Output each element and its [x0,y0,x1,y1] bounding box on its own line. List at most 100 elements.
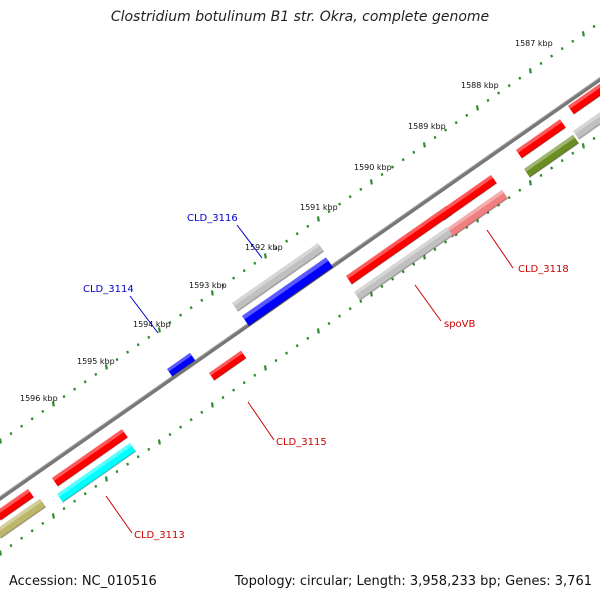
tick-mark [412,262,416,266]
tick-mark [550,54,554,58]
kbp-label: 1592 kbp [245,243,283,252]
gene-bar-red [438,174,498,221]
gene-bar-red [516,119,567,159]
tick-mark [221,283,225,288]
accession-text: Accession: NC_010516 [9,574,157,589]
tick-mark [369,179,373,185]
gene-label: CLD_3116 [187,213,238,224]
tick-mark [348,195,352,199]
tick-mark [20,424,24,428]
tick-mark [539,61,543,65]
tick-mark [348,307,352,311]
tick-mark [126,350,130,354]
tick-mark [200,298,204,302]
tick-mark [73,499,77,503]
gene-bar-cyan [57,443,137,503]
gene-features [0,83,600,539]
kbp-label: 1593 kbp [189,281,227,290]
kbp-label: 1596 kbp [20,394,58,403]
tick-mark [454,121,458,125]
kbp-label: 1591 kbp [300,203,338,212]
gene-label: spoVB [444,319,476,330]
tick-mark [179,313,183,317]
tick-mark [242,269,246,273]
tick-mark [9,432,13,436]
tick-mark [189,418,193,422]
tick-mark [295,232,299,236]
tick-mark [147,447,151,451]
tick-mark [274,358,278,363]
tick-mark [359,299,363,303]
tick-mark [316,216,320,222]
genome-summary-text: Topology: circular; Length: 3,958,233 bp… [234,574,592,589]
tick-mark [571,39,575,43]
tick-mark [592,136,596,140]
gene-bar-gray [354,227,454,301]
tick-mark [179,425,183,429]
tick-mark [380,284,384,289]
tick-mark [232,388,236,392]
tick-mark [338,314,342,318]
tick-mark [507,196,511,200]
tick-mark [126,462,130,466]
tick-mark [136,455,140,459]
tick-mark [486,98,490,103]
tick-mark [263,365,267,371]
tick-mark [62,395,66,399]
tick-mark [338,202,342,206]
tick-mark [253,261,257,265]
gene-bar-blue [242,257,334,327]
kbp-label: 1595 kbp [77,357,115,366]
tick-mark [560,159,564,163]
tick-mark [401,270,405,274]
tick-marks-upper [0,24,596,444]
tick-mark [497,91,501,95]
tick-mark [327,209,331,214]
tick-mark [263,253,267,259]
tick-mark [200,410,204,414]
tick-mark [592,24,596,28]
tick-mark [465,113,469,117]
tick-mark [62,507,66,511]
gene-label: CLD_3114 [83,284,134,295]
tick-mark [581,31,585,37]
tick-mark [94,372,98,376]
tick-mark [253,373,257,377]
tick-mark [51,513,55,519]
tick-mark [0,438,2,444]
tick-mark [285,239,289,243]
tick-mark [528,180,532,186]
tick-mark [221,395,225,400]
gene-bar-red [346,206,453,285]
tick-mark [30,417,34,421]
tick-mark [327,321,331,326]
tick-mark [147,335,151,339]
tick-mark [157,439,161,445]
kbp-label: 1590 kbp [354,163,392,172]
tick-mark [518,188,522,192]
tick-mark [41,521,45,525]
tick-mark [539,173,543,177]
gene-bar-red [568,83,600,115]
gene-bar-blue [167,352,196,377]
tick-mark [0,550,2,556]
tick-mark [391,165,395,169]
tick-mark [475,105,479,111]
tick-mark [30,529,34,533]
tick-mark [136,343,140,347]
tick-marks-lower [0,136,596,556]
tick-mark [157,327,161,333]
tick-mark [380,172,384,177]
kbp-label: 1588 kbp [461,81,499,90]
tick-mark [41,409,45,413]
kbp-label: 1589 kbp [408,122,446,131]
tick-mark [20,536,24,540]
tick-mark [94,484,98,488]
tick-mark [189,306,193,310]
tick-mark [210,402,214,408]
tick-mark [306,224,310,228]
tick-mark [560,47,564,51]
tick-mark [274,246,278,251]
tick-mark [115,358,119,362]
